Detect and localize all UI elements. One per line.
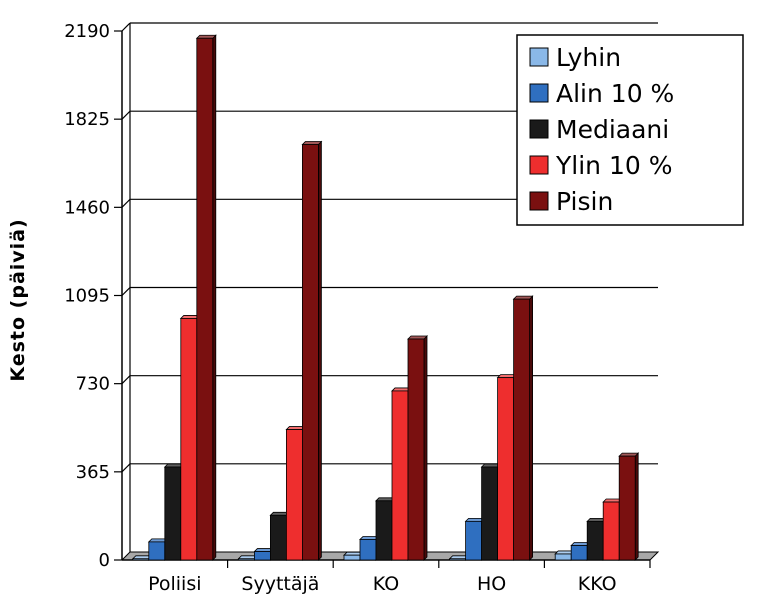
gridline xyxy=(121,463,131,473)
legend-label: Lyhin xyxy=(556,43,621,72)
y-axis-label: Kesto (päiviä) xyxy=(7,218,29,381)
y-tick-label: 1825 xyxy=(64,109,110,130)
legend-label: Mediaani xyxy=(556,115,669,144)
y-tick-labels: 0 365 730 1095 1460 1825 2190 xyxy=(64,21,110,571)
bar xyxy=(618,452,640,561)
x-category-labels: Poliisi Syyttäjä KO HO KKO xyxy=(148,573,617,595)
bar xyxy=(195,34,217,561)
legend-label: Ylin 10 % xyxy=(555,151,672,180)
x-category-label: Syyttäjä xyxy=(241,573,319,595)
gridline xyxy=(121,110,131,120)
y-tick-label: 0 xyxy=(99,550,110,571)
y-tick-label: 730 xyxy=(76,374,110,395)
y-tick-label: 365 xyxy=(76,462,110,483)
legend-label: Pisin xyxy=(556,187,613,216)
bar xyxy=(301,140,323,561)
legend-label: Alin 10 % xyxy=(556,79,674,108)
gridline xyxy=(121,375,131,385)
legend-swatch xyxy=(529,83,549,103)
bar xyxy=(407,335,428,561)
bars xyxy=(131,34,640,561)
x-category-label: HO xyxy=(477,573,506,595)
legend-swatch xyxy=(529,47,549,67)
legend: Lyhin Alin 10 % Mediaani Ylin 10 % Pisin xyxy=(516,34,744,226)
gridline xyxy=(121,287,131,296)
y-tick-label: 1460 xyxy=(64,197,110,218)
x-category-label: Poliisi xyxy=(148,573,201,595)
legend-box xyxy=(516,34,744,226)
x-category-label: KKO xyxy=(578,573,617,595)
legend-swatch xyxy=(529,191,549,211)
y-tick-label: 1095 xyxy=(64,286,110,307)
legend-swatch xyxy=(529,119,549,139)
y-tick-label: 2190 xyxy=(64,21,110,42)
legend-swatch xyxy=(529,155,549,175)
gridline xyxy=(121,22,131,32)
bar xyxy=(512,295,534,561)
gridline xyxy=(121,198,131,208)
x-category-label: KO xyxy=(373,573,399,595)
